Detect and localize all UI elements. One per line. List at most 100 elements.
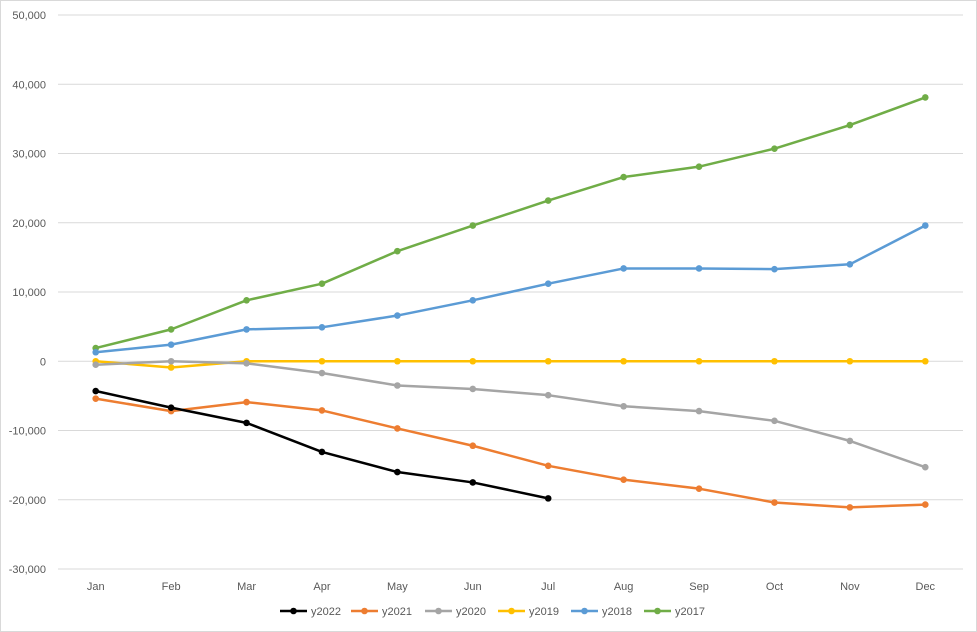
legend-marker <box>290 607 297 615</box>
series-line <box>95 360 926 469</box>
data-point <box>92 348 100 356</box>
data-point <box>921 501 929 508</box>
data-point <box>318 357 326 365</box>
data-point <box>318 324 326 331</box>
data-point <box>846 121 854 129</box>
legend-label: y2022 <box>311 606 341 618</box>
y-tick-label: -30,000 <box>9 564 46 576</box>
data-point <box>167 364 175 371</box>
x-tick-label: Jun <box>464 581 482 593</box>
data-point <box>318 407 326 414</box>
data-point <box>771 417 778 425</box>
y-tick-label: -10,000 <box>9 426 46 438</box>
x-tick-label: Apr <box>313 581 330 593</box>
data-point <box>92 395 100 402</box>
data-point <box>846 261 854 268</box>
series-y2018 <box>92 222 929 356</box>
data-point <box>544 280 552 287</box>
data-point <box>544 357 552 365</box>
x-tick-label: Sep <box>689 581 709 593</box>
data-point <box>620 173 627 181</box>
x-tick-label: Nov <box>840 581 860 593</box>
data-point <box>771 499 778 506</box>
x-axis-ticks: Jan Feb Mar Apr May Jun Jul Aug Sep Oct Nov Dec <box>87 581 936 593</box>
legend-item-y2020: y2020 <box>425 606 486 618</box>
data-point <box>394 247 401 255</box>
data-point <box>921 94 929 101</box>
data-point <box>620 402 627 410</box>
series-lines <box>92 94 929 511</box>
data-point <box>771 265 778 273</box>
data-point <box>243 360 250 367</box>
data-point <box>469 385 477 393</box>
x-tick-label: Aug <box>614 581 634 593</box>
series-y2019 <box>92 357 929 371</box>
data-point <box>318 448 326 456</box>
data-point <box>243 398 250 406</box>
series-line <box>95 224 926 354</box>
data-point <box>695 485 703 492</box>
legend-marker <box>508 607 515 615</box>
legend-label: y2019 <box>529 606 559 618</box>
legend-item-y2021: y2021 <box>351 606 412 618</box>
data-point <box>167 357 175 365</box>
data-point <box>846 357 854 365</box>
x-tick-label: May <box>387 581 408 593</box>
series-y2022 <box>92 387 552 502</box>
data-point <box>394 357 401 365</box>
legend-label: y2017 <box>675 606 705 618</box>
series-line <box>95 397 926 509</box>
legend-item-y2022: y2022 <box>280 606 341 618</box>
data-point <box>469 357 477 365</box>
data-point <box>544 495 552 502</box>
y-tick-label: 0 <box>40 356 46 368</box>
legend-marker <box>361 607 368 615</box>
y-tick-label: 20,000 <box>12 218 46 230</box>
y-tick-label: 30,000 <box>12 149 46 161</box>
y-axis-ticks: -30,000 -20,000 -10,000 0 10,000 20,000 30,000… <box>9 10 46 576</box>
legend-label: y2018 <box>602 606 632 618</box>
legend-marker <box>581 607 588 615</box>
y-tick-label: -20,000 <box>9 495 46 507</box>
series-y2020 <box>92 357 929 471</box>
data-point <box>620 357 627 365</box>
legend-item-y2019: y2019 <box>498 606 559 618</box>
legend: y2022 y2021 y2020 y2019 y2018 y2017 <box>280 606 705 618</box>
legend-item-y2017: y2017 <box>644 606 705 618</box>
x-tick-label: Dec <box>916 581 936 593</box>
data-point <box>544 391 552 399</box>
legend-label: y2020 <box>456 606 486 618</box>
data-point <box>620 476 627 483</box>
data-point <box>167 326 175 333</box>
data-point <box>771 145 778 152</box>
data-point <box>469 222 477 229</box>
data-point <box>771 357 778 365</box>
data-point <box>243 297 250 304</box>
data-point <box>921 357 929 365</box>
data-point <box>469 297 477 304</box>
legend-marker <box>435 607 442 615</box>
data-point <box>846 437 854 445</box>
data-point <box>318 369 326 377</box>
data-point <box>92 387 100 395</box>
x-tick-label: Oct <box>766 581 783 593</box>
data-point <box>243 419 250 427</box>
data-point <box>394 425 401 432</box>
data-point <box>318 280 326 287</box>
data-point <box>921 222 929 229</box>
data-point <box>921 463 929 471</box>
data-point <box>469 479 477 486</box>
data-point <box>167 404 175 411</box>
x-tick-label: Mar <box>237 581 256 593</box>
x-tick-label: Jan <box>87 581 105 593</box>
data-point <box>620 265 627 272</box>
data-point <box>695 357 703 365</box>
legend-item-y2018: y2018 <box>571 606 632 618</box>
legend-marker <box>654 607 661 615</box>
data-point <box>846 504 854 511</box>
x-tick-label: Feb <box>162 581 181 593</box>
series-line <box>95 96 926 350</box>
data-point <box>394 468 401 476</box>
